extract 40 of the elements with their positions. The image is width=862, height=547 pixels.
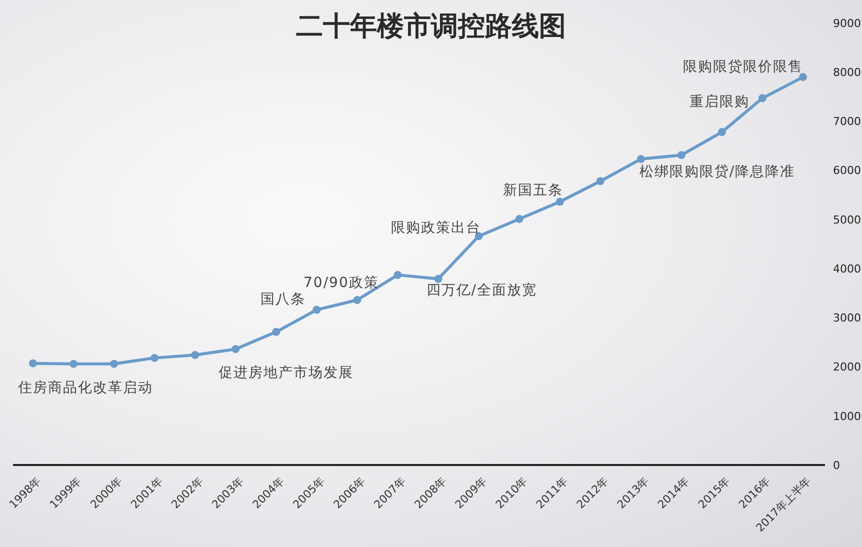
y-tick-label: 5000 — [833, 213, 861, 226]
y-tick-label: 1000 — [833, 410, 861, 423]
point — [718, 128, 726, 136]
y-tick-label: 2000 — [833, 360, 861, 374]
annotation: 促进房地产市场发展 — [218, 364, 354, 381]
point — [515, 214, 524, 223]
point — [556, 198, 564, 206]
point — [70, 360, 78, 368]
chart-title: 二十年楼市调控路线图 — [296, 11, 566, 42]
annotation: 限购政策出台 — [390, 220, 481, 236]
annotation: 新国五条 — [502, 182, 563, 199]
point — [191, 350, 200, 359]
y-tick-label: 3000 — [833, 312, 861, 325]
annotation: 住房商品化改革启动 — [17, 380, 153, 396]
annotation: 国八条 — [260, 292, 306, 308]
point — [272, 328, 280, 336]
annotation: 70/90政策 — [304, 274, 379, 291]
point — [312, 306, 321, 314]
point — [232, 345, 240, 354]
point — [353, 296, 362, 304]
y-tick-label: 4000 — [833, 262, 861, 276]
annotation: 限购限贷限价限售 — [683, 58, 803, 75]
point — [434, 274, 442, 283]
annotation: 松绑限购限贷/降息降准 — [639, 164, 796, 180]
point — [29, 359, 37, 368]
annotation: 四万亿/全面放宽 — [426, 282, 537, 299]
y-tick-label: 0 — [833, 458, 840, 472]
point — [799, 73, 807, 82]
annotation: 重启限购 — [689, 94, 750, 110]
point — [677, 151, 686, 160]
point — [758, 94, 766, 102]
point — [110, 360, 118, 368]
y-tick-label: 9000 — [833, 16, 861, 30]
point — [394, 270, 402, 279]
point — [150, 354, 159, 362]
point — [596, 177, 604, 186]
y-tick-label: 6000 — [833, 164, 861, 178]
point — [636, 155, 645, 164]
y-tick-label: 8000 — [833, 66, 861, 80]
y-tick-label: 7000 — [833, 115, 861, 128]
